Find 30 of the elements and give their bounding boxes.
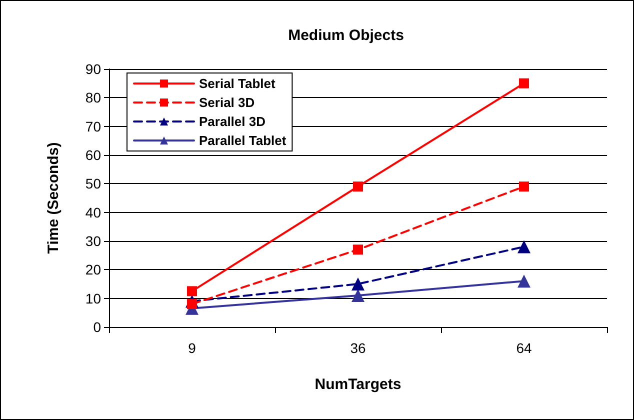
point (352, 288, 364, 302)
y-tick-label: 40 (85, 204, 102, 220)
y-tick-label: 0 (93, 319, 102, 335)
y-tick-label: 70 (85, 118, 102, 134)
point (352, 278, 364, 290)
legend-label: Parallel 3D (199, 114, 266, 129)
x-tick-label: 36 (350, 340, 366, 356)
legend-label: Serial Tablet (199, 76, 276, 91)
point (519, 78, 529, 88)
point (353, 244, 363, 255)
y-tick-label: 30 (85, 233, 102, 249)
point (187, 299, 197, 310)
legend-label: Parallel Tablet (199, 133, 287, 148)
point (518, 240, 530, 254)
y-tick-label: 50 (85, 176, 102, 192)
y-axis-title: Time (Seconds) (45, 142, 62, 254)
y-tick-label: 90 (85, 61, 102, 77)
point (519, 182, 529, 192)
x-tick-label: 9 (188, 340, 196, 356)
x-tick-label: 64 (516, 340, 532, 356)
point (518, 274, 530, 288)
y-tick-label: 20 (85, 262, 102, 278)
y-tick-label: 10 (85, 290, 102, 306)
y-tick-label: 60 (85, 147, 102, 163)
chart-title: Medium Objects (288, 27, 404, 44)
point (187, 286, 197, 296)
point (353, 182, 363, 192)
y-tick-label: 80 (85, 90, 102, 106)
legend-label: Serial 3D (199, 95, 255, 110)
x-axis-title: NumTargets (314, 376, 402, 393)
